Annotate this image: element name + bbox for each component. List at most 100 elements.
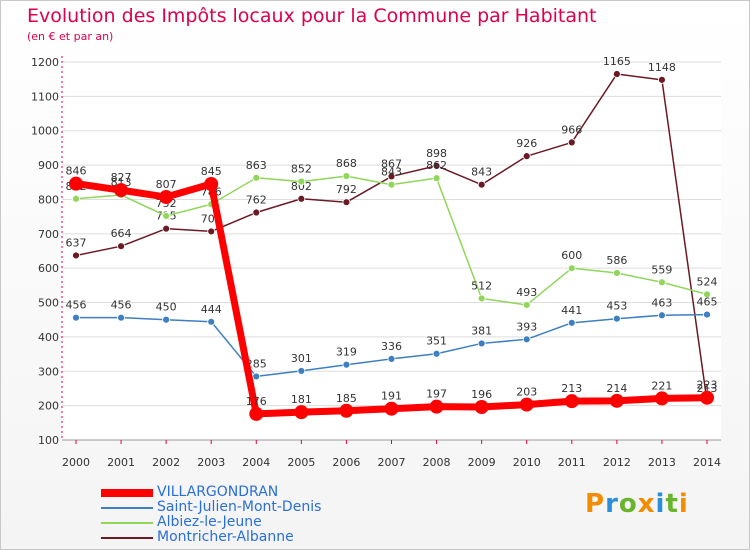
data-point	[477, 294, 486, 303]
legend-label: Montricher-Albanne	[157, 529, 294, 545]
data-label: 285	[246, 357, 267, 370]
data-point	[72, 194, 80, 203]
data-point	[207, 317, 216, 326]
data-point	[612, 269, 621, 277]
x-tick-label: 2004	[242, 456, 270, 469]
data-label: 898	[426, 147, 447, 160]
x-tick-label: 2014	[693, 456, 721, 469]
data-label: 213	[561, 382, 582, 395]
data-label: 863	[246, 159, 267, 172]
data-point	[567, 264, 576, 273]
data-point	[658, 278, 666, 287]
data-label: 867	[381, 157, 402, 170]
x-tick-label: 2003	[197, 456, 225, 469]
data-point	[72, 313, 80, 322]
x-tick-label: 2013	[648, 456, 676, 469]
data-label: 351	[426, 335, 447, 348]
data-point	[387, 180, 396, 189]
data-point	[654, 391, 669, 406]
data-label: 807	[156, 178, 177, 191]
data-label: 846	[66, 165, 87, 178]
y-tick-label: 1000	[31, 125, 59, 138]
data-point	[162, 224, 171, 233]
data-label: 456	[66, 299, 87, 312]
chart-title: Evolution des Impôts locaux pour la Comm…	[27, 5, 597, 27]
data-point	[117, 313, 125, 322]
data-point	[252, 173, 261, 182]
data-label: 191	[381, 390, 402, 403]
data-label: 586	[606, 254, 627, 267]
y-tick-label: 1200	[31, 56, 59, 69]
data-label: 524	[697, 275, 718, 288]
data-point	[117, 242, 125, 251]
legend-label: Albiez-le-Jeune	[157, 514, 262, 530]
data-label: 319	[336, 346, 357, 359]
data-point	[249, 406, 264, 421]
x-tick-label: 2005	[287, 456, 315, 469]
data-label: 444	[201, 303, 222, 316]
y-tick-label: 800	[38, 193, 59, 206]
legend-swatch	[101, 506, 153, 509]
data-label: 664	[111, 227, 132, 240]
data-label: 450	[156, 301, 177, 314]
x-tick-label: 2007	[378, 456, 406, 469]
x-tick-label: 2011	[558, 456, 586, 469]
data-label: 862	[426, 159, 447, 172]
data-label: 223	[697, 379, 718, 392]
data-label: 762	[246, 194, 267, 207]
data-label: 441	[561, 304, 582, 317]
data-label: 852	[291, 163, 312, 176]
data-point	[162, 315, 171, 324]
data-point	[612, 70, 621, 78]
data-point	[339, 403, 354, 418]
data-point	[700, 390, 714, 405]
chart-subtitle: (en € et par an)	[27, 30, 114, 43]
data-label: 493	[516, 286, 537, 299]
data-point	[522, 335, 531, 344]
data-point	[432, 349, 441, 358]
data-point	[387, 172, 396, 181]
data-point	[612, 314, 621, 323]
data-point	[567, 318, 576, 327]
data-label: 792	[336, 183, 357, 196]
data-point	[294, 405, 309, 420]
data-point	[387, 355, 396, 363]
y-tick-label: 300	[38, 365, 59, 378]
x-tick-label: 2009	[468, 456, 496, 469]
data-label: 966	[561, 123, 582, 136]
legend: VILLARGONDRAN Saint-Julien-Mont-Denis Albi…	[101, 485, 321, 545]
data-label: 203	[516, 386, 537, 399]
data-point	[522, 301, 531, 309]
x-tick-label: 2000	[62, 456, 90, 469]
y-tick-label: 900	[38, 159, 59, 172]
data-label: 600	[561, 249, 582, 262]
data-label: 336	[381, 340, 402, 353]
data-point	[703, 310, 711, 319]
data-label: 802	[291, 180, 312, 193]
data-point	[658, 75, 666, 84]
data-point	[567, 138, 576, 147]
data-point	[252, 208, 261, 217]
data-label: 827	[111, 171, 132, 184]
data-label: 463	[651, 296, 672, 309]
data-label: 393	[516, 320, 537, 333]
data-label: 176	[246, 395, 267, 408]
data-label: 456	[111, 299, 132, 312]
data-point	[207, 227, 216, 236]
legend-item: Saint-Julien-Mont-Denis	[101, 500, 321, 515]
x-tick-label: 2006	[332, 456, 360, 469]
data-point	[477, 339, 486, 348]
x-tick-label: 2012	[603, 456, 631, 469]
x-tick-label: 2002	[152, 456, 180, 469]
x-tick-label: 2010	[513, 456, 541, 469]
legend-swatch	[101, 521, 153, 524]
data-point	[204, 176, 219, 191]
legend-item: VILLARGONDRAN	[101, 485, 321, 500]
legend-swatch	[101, 536, 153, 539]
data-label: 181	[291, 393, 312, 406]
data-label: 512	[471, 279, 492, 292]
data-point	[432, 174, 441, 183]
data-label: 185	[336, 392, 357, 405]
data-label: 197	[426, 388, 447, 401]
